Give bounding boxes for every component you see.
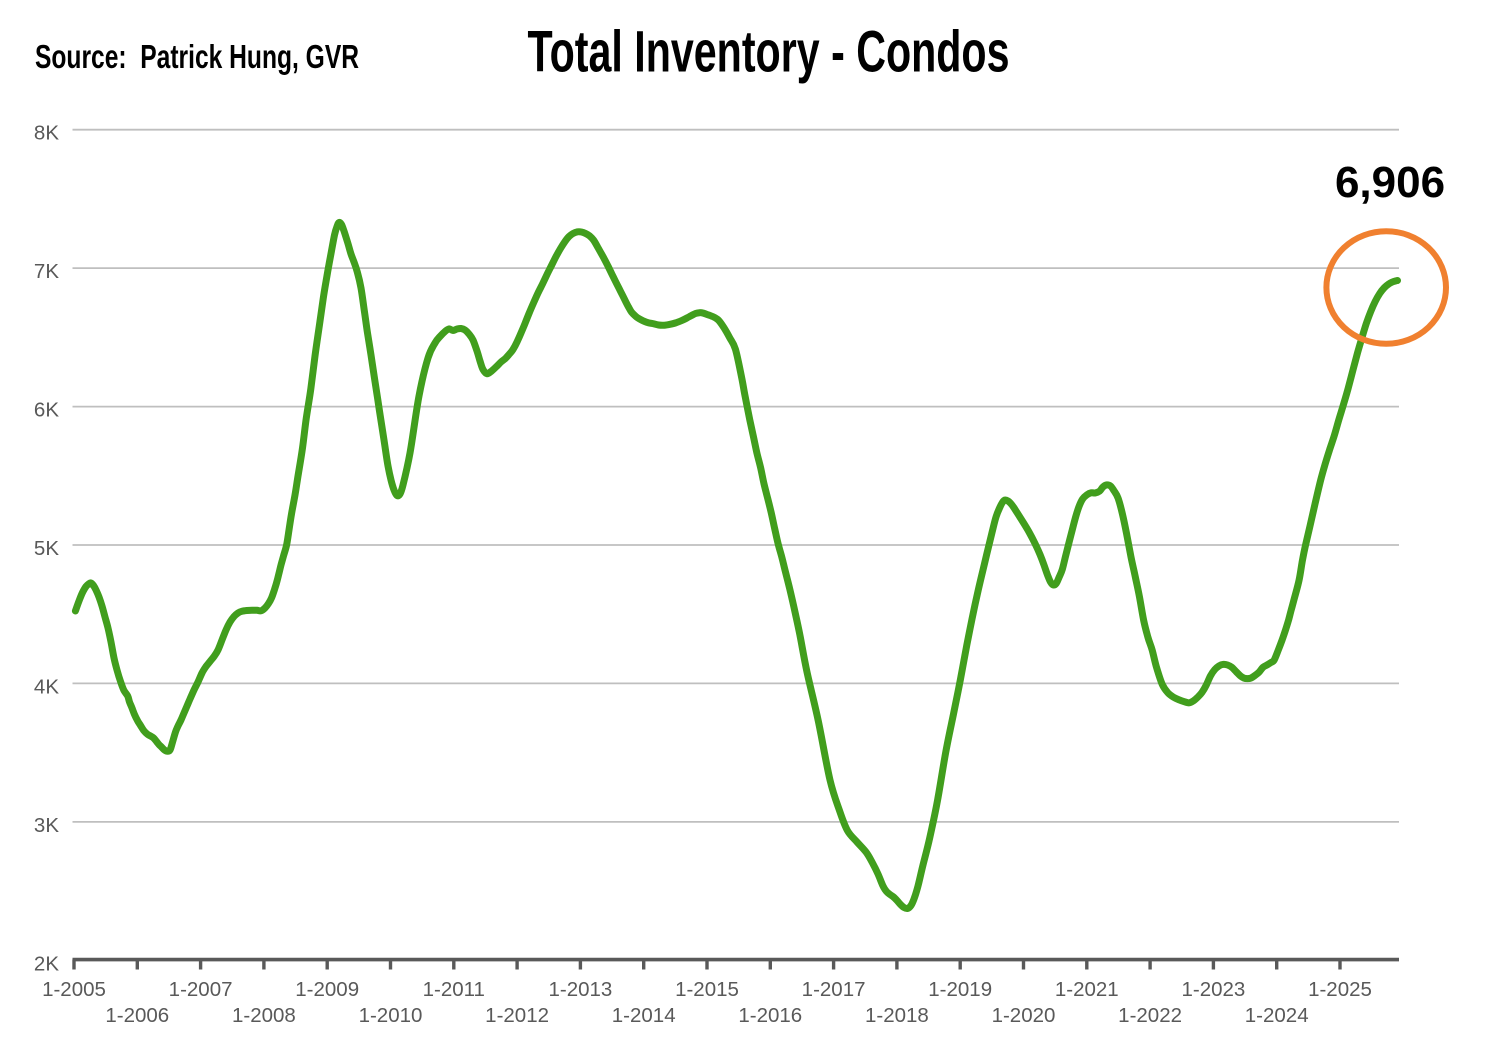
- svg-text:1-2020: 1-2020: [992, 1004, 1056, 1027]
- svg-text:1-2017: 1-2017: [802, 978, 866, 1001]
- svg-text:1-2021: 1-2021: [1055, 978, 1119, 1001]
- svg-text:6K: 6K: [34, 399, 59, 422]
- svg-text:1-2025: 1-2025: [1308, 978, 1372, 1001]
- svg-text:7K: 7K: [34, 260, 59, 283]
- svg-text:1-2023: 1-2023: [1181, 978, 1245, 1001]
- svg-text:Total Inventory - Condos: Total Inventory - Condos: [528, 20, 1010, 85]
- svg-text:1-2016: 1-2016: [738, 1004, 802, 1027]
- svg-text:4K: 4K: [34, 675, 59, 698]
- svg-text:5K: 5K: [34, 537, 59, 560]
- svg-text:1-2012: 1-2012: [485, 1004, 549, 1027]
- svg-text:2K: 2K: [34, 952, 59, 975]
- svg-text:3K: 3K: [34, 814, 59, 837]
- svg-text:1-2006: 1-2006: [105, 1004, 169, 1027]
- svg-text:6,906: 6,906: [1335, 158, 1445, 207]
- svg-text:8K: 8K: [34, 122, 59, 145]
- svg-text:1-2024: 1-2024: [1245, 1004, 1309, 1027]
- svg-text:1-2015: 1-2015: [675, 978, 739, 1001]
- svg-text:1-2009: 1-2009: [295, 978, 359, 1001]
- svg-text:1-2014: 1-2014: [612, 1004, 676, 1027]
- svg-text:1-2007: 1-2007: [169, 978, 233, 1001]
- svg-text:1-2013: 1-2013: [548, 978, 612, 1001]
- svg-text:1-2018: 1-2018: [865, 1004, 929, 1027]
- svg-text:Source: Patrick Hung, GVR: Source: Patrick Hung, GVR: [35, 39, 359, 76]
- svg-text:1-2019: 1-2019: [928, 978, 992, 1001]
- svg-text:1-2005: 1-2005: [42, 978, 106, 1001]
- svg-text:1-2010: 1-2010: [359, 1004, 423, 1027]
- svg-text:1-2008: 1-2008: [232, 1004, 296, 1027]
- svg-text:1-2011: 1-2011: [423, 978, 485, 1001]
- svg-text:1-2022: 1-2022: [1118, 1004, 1182, 1027]
